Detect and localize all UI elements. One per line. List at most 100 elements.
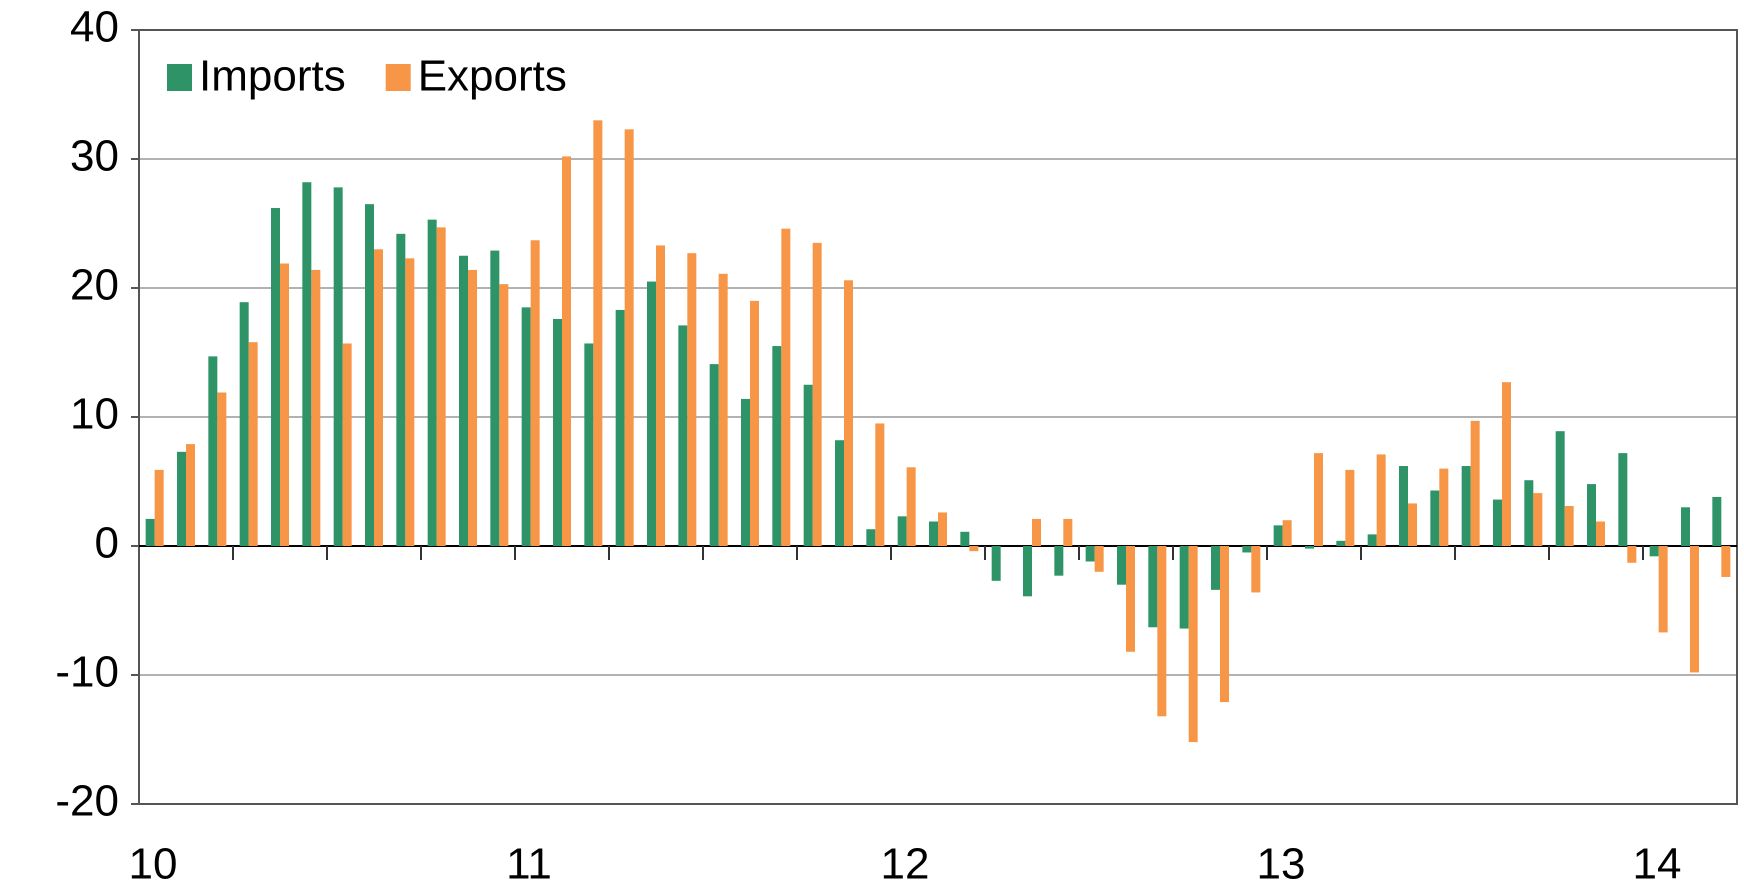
bar: [459, 255, 468, 546]
bar: [490, 250, 500, 546]
bar: [1023, 546, 1032, 597]
bar: [302, 182, 312, 546]
bar: [1085, 546, 1095, 562]
bar: [427, 219, 437, 546]
bar: [687, 253, 697, 547]
bar: [1596, 521, 1605, 546]
bar: [1157, 546, 1167, 717]
bar: [1690, 546, 1699, 673]
bar: [1032, 518, 1041, 546]
bar: [1430, 490, 1440, 546]
bar: [1179, 546, 1189, 629]
y-tick-label: 0: [95, 519, 119, 568]
bar: [1117, 546, 1126, 585]
bar: [1493, 499, 1502, 546]
bar: [906, 467, 916, 546]
bar: [405, 258, 415, 546]
bar: [333, 187, 343, 546]
bar: [1126, 546, 1135, 652]
bar: [584, 343, 594, 546]
bar: [1470, 420, 1480, 546]
bar: [1408, 503, 1417, 546]
bar: [1658, 546, 1668, 633]
bar: [154, 469, 164, 546]
bar: [562, 156, 571, 547]
bar: [208, 356, 218, 546]
bar: [1345, 469, 1355, 546]
bar: [1054, 546, 1064, 576]
bar: [835, 440, 844, 546]
y-tick-label: -10: [55, 648, 119, 697]
bar: [396, 233, 406, 546]
bar: [177, 451, 186, 546]
bar: [1712, 496, 1722, 546]
bar: [1533, 493, 1543, 546]
bar: [875, 423, 885, 546]
y-tick-label: 30: [70, 132, 119, 181]
bar: [1148, 546, 1158, 628]
bar: [311, 269, 321, 546]
bar: [678, 325, 688, 546]
bar: [1461, 466, 1471, 546]
bar: [365, 204, 374, 546]
bar: [217, 392, 227, 546]
y-tick-label: 10: [70, 390, 119, 439]
bar: [1399, 466, 1408, 546]
bar: [741, 398, 750, 546]
bar: [750, 300, 759, 546]
bar: [709, 364, 719, 546]
bar: [812, 242, 822, 546]
bar: [1211, 546, 1220, 590]
bar: [781, 228, 791, 546]
bar: [647, 281, 656, 546]
bar: [593, 120, 603, 547]
bar: [1439, 468, 1449, 546]
x-tick-label: 12: [881, 840, 930, 889]
bar: [624, 129, 634, 546]
bar: [1063, 518, 1073, 546]
legend-label: Exports: [418, 52, 567, 101]
bar: [239, 302, 249, 546]
bar: [530, 240, 540, 546]
bar: [186, 444, 195, 546]
bar: [374, 249, 383, 547]
bar: [615, 309, 625, 546]
y-tick-label: 40: [70, 3, 119, 52]
x-tick-label: 11: [506, 840, 552, 889]
bar: [145, 518, 155, 546]
bar: [1188, 546, 1198, 743]
bar: [844, 280, 853, 546]
bar: [1627, 546, 1637, 563]
legend-swatch: [167, 64, 192, 91]
x-tick-label: 13: [1257, 840, 1306, 889]
bar: [1618, 453, 1628, 546]
legend-label: Imports: [199, 52, 346, 101]
bar: [969, 546, 979, 552]
bar: [897, 516, 907, 546]
bar: [1251, 546, 1261, 593]
bar: [1649, 546, 1659, 557]
bar: [1555, 431, 1565, 546]
bar: [1314, 453, 1323, 546]
bar: [521, 307, 531, 546]
bar: [803, 384, 813, 546]
bar: [866, 529, 876, 546]
bar: [938, 512, 947, 546]
bar: [271, 208, 280, 546]
bar: [436, 227, 446, 546]
bar: [499, 284, 509, 546]
bar: [248, 342, 258, 546]
bar: [1587, 484, 1596, 546]
bar: [1220, 546, 1229, 703]
bar: [553, 318, 562, 546]
bar: [1721, 546, 1731, 577]
bar: [1681, 507, 1690, 546]
plot-frame: [138, 29, 1738, 805]
x-tick-label: 14: [1633, 840, 1682, 889]
legend-swatch: [385, 64, 411, 91]
bar: [1336, 540, 1346, 546]
bar: [772, 346, 782, 546]
bar: [1367, 534, 1377, 546]
bar: [1524, 480, 1534, 546]
bar: [1242, 546, 1252, 553]
